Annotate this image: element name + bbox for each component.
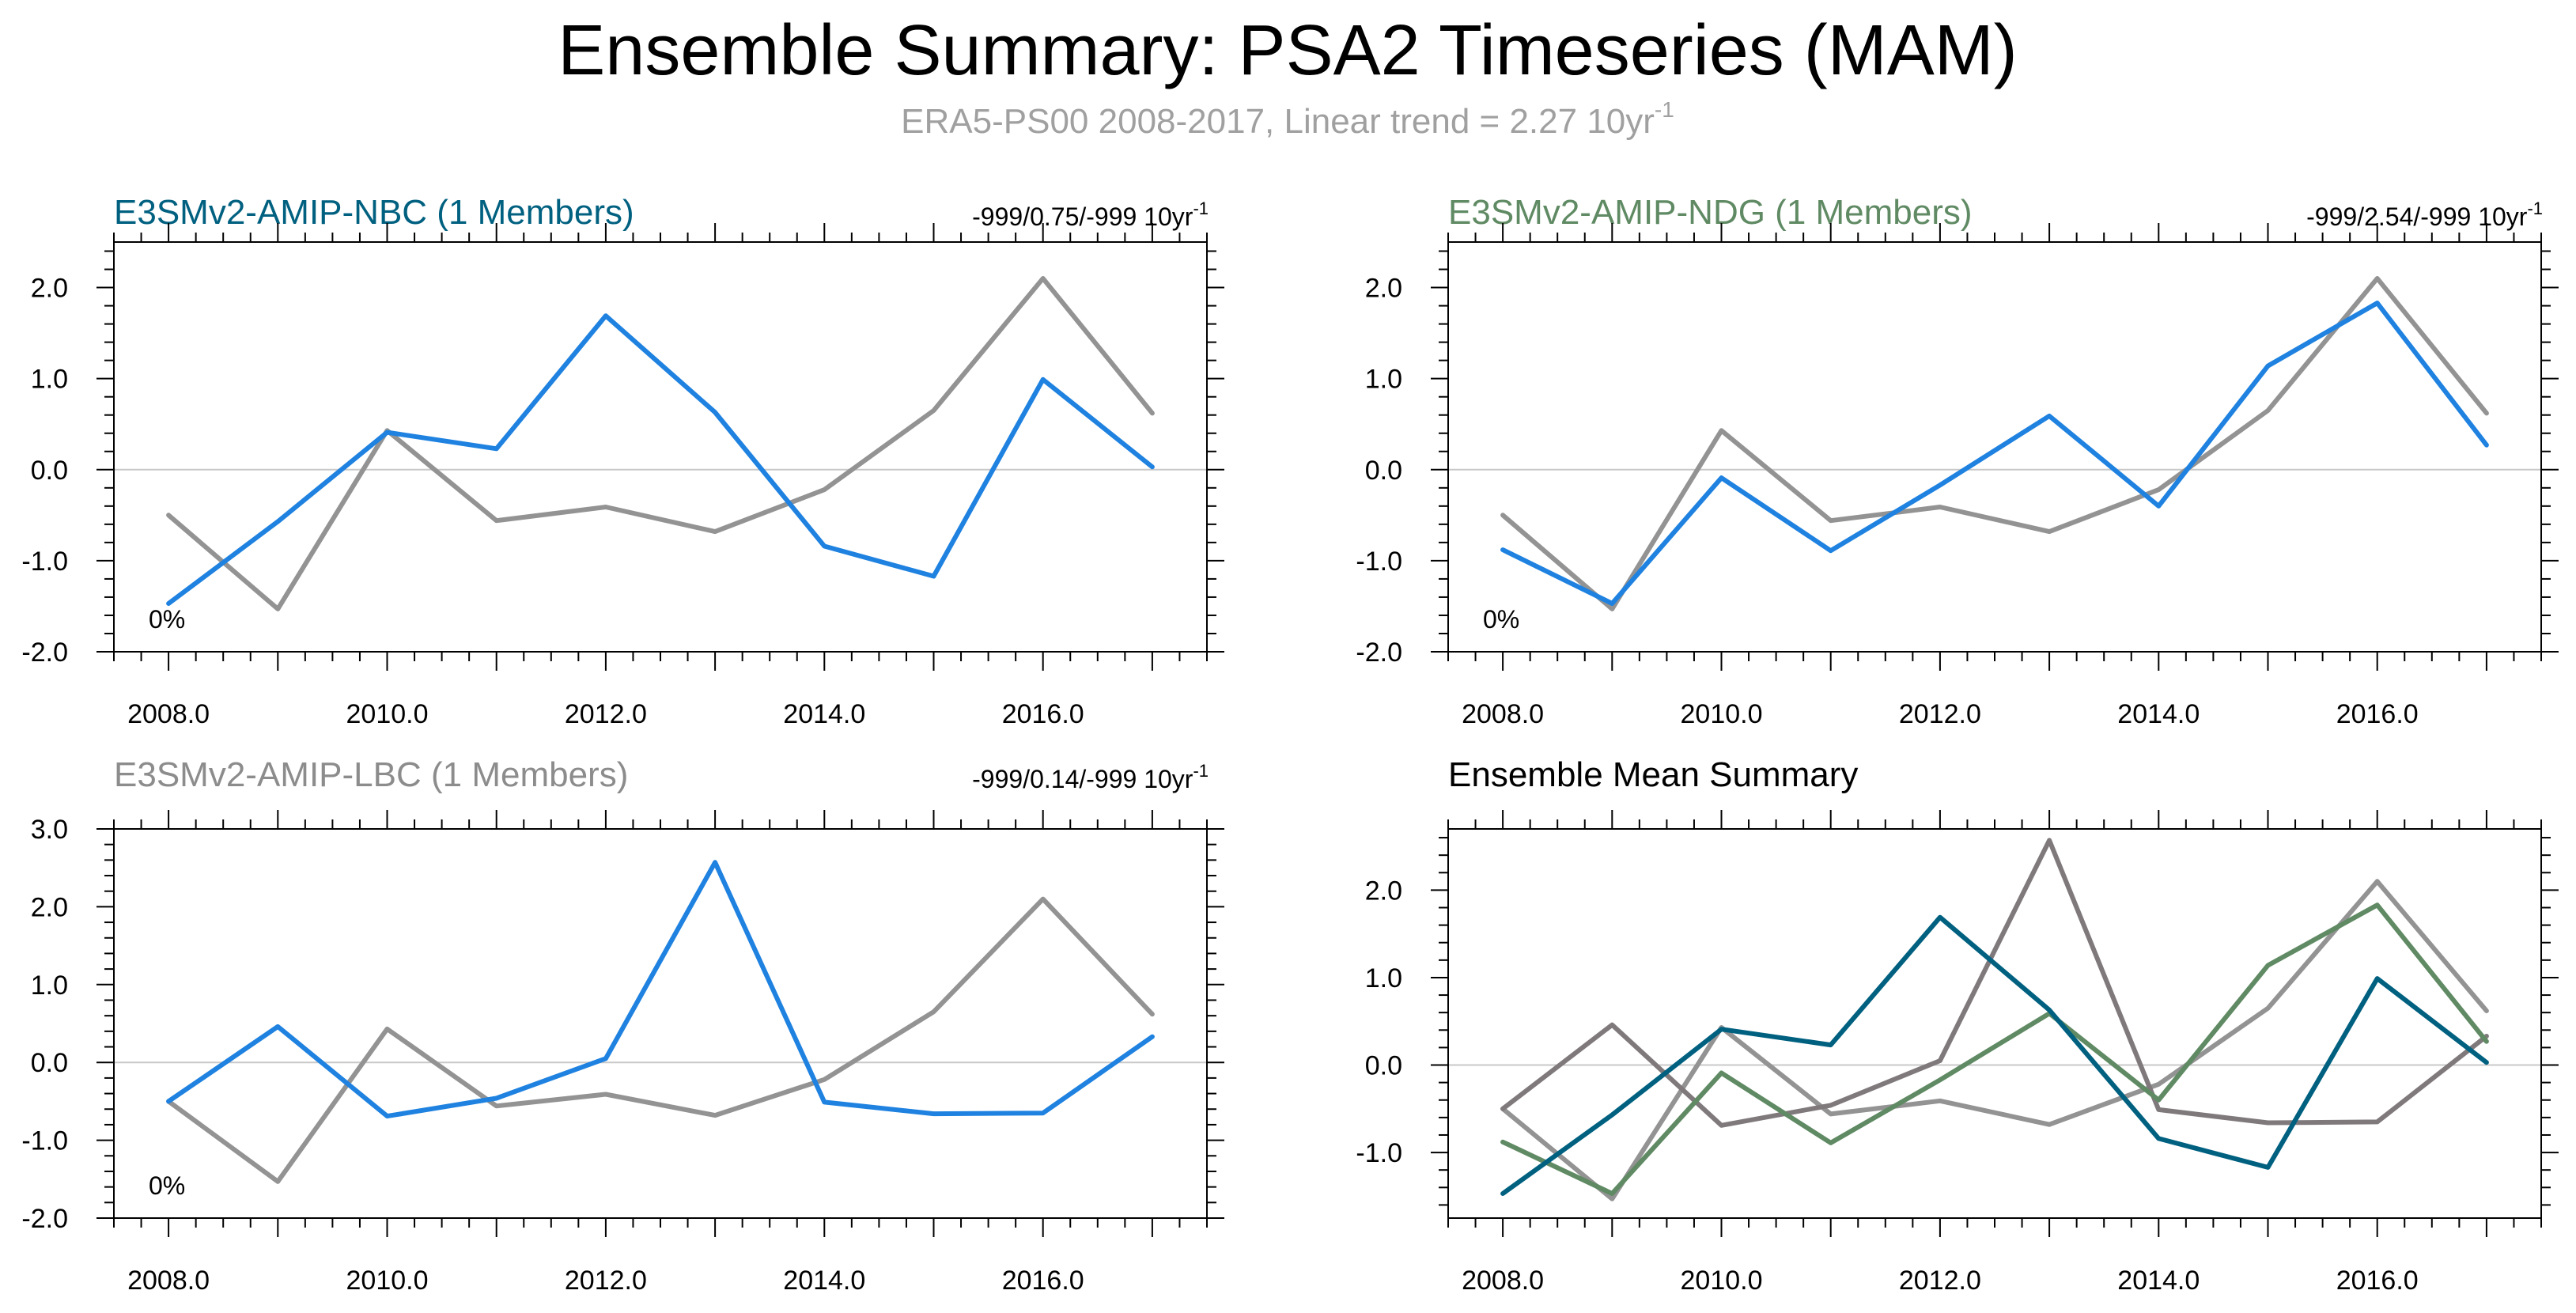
panel-mean-xtick-label: 2010.0 bbox=[1681, 1266, 1763, 1296]
panel-mean-ytick-label: -1.0 bbox=[1356, 1138, 1402, 1168]
panel-ndg-xtick-label: 2014.0 bbox=[2117, 699, 2200, 729]
panel-nbc-ytick-label: -1.0 bbox=[21, 547, 68, 577]
panel-lbc-ytick-label: 0.0 bbox=[31, 1048, 68, 1078]
panel-lbc-xtick-label: 2012.0 bbox=[565, 1266, 647, 1296]
panel-lbc-ytick-label: -1.0 bbox=[21, 1126, 68, 1156]
panel-nbc-series-0-line bbox=[166, 276, 1155, 611]
panel-ndg-xtick-label: 2008.0 bbox=[1462, 699, 1544, 729]
panels: E3SMv2-AMIP-NBC (1 Members) -999/0.75/-99… bbox=[21, 193, 2559, 1296]
panel-mean-xtick-label: 2016.0 bbox=[2336, 1266, 2419, 1296]
panel-lbc-series-0-line bbox=[166, 896, 1155, 1184]
panel-mean-series-3-line bbox=[1500, 914, 2489, 1196]
panel-ndg-ytick-label: 1.0 bbox=[1365, 365, 1402, 395]
panel-ndg-trend: -999/2.54/-999 10yr-1 bbox=[2306, 199, 2543, 231]
figure-title: Ensemble Summary: PSA2 Timeseries (MAM) bbox=[558, 11, 2017, 90]
panel-mean-series-1-line bbox=[1500, 838, 2489, 1128]
panel-lbc-percent-label: 0% bbox=[149, 1171, 185, 1200]
panel-mean-series-2-line bbox=[1500, 902, 2489, 1196]
panel-ndg-xtick-label: 2016.0 bbox=[2336, 699, 2419, 729]
panel-lbc-ytick-label: 1.0 bbox=[31, 971, 68, 1001]
panel-lbc-xtick-label: 2014.0 bbox=[783, 1266, 865, 1296]
panel-nbc-trend: -999/0.75/-999 10yr-1 bbox=[972, 199, 1209, 231]
panel-lbc-ytick-label: 3.0 bbox=[31, 815, 68, 845]
panel-lbc-trend: -999/0.14/-999 10yr-1 bbox=[972, 761, 1209, 793]
panel-lbc-trend-superscript: -1 bbox=[1193, 761, 1209, 781]
panel-nbc-series-1-line bbox=[166, 313, 1155, 606]
panel-mean-ytick-label: 0.0 bbox=[1365, 1051, 1402, 1081]
figure-subtitle-text: ERA5-PS00 2008-2017, Linear trend = 2.27… bbox=[901, 102, 1655, 141]
panel-nbc-ytick-label: 2.0 bbox=[31, 274, 68, 304]
panel-nbc-xtick-label: 2012.0 bbox=[565, 699, 647, 729]
panel-lbc: E3SMv2-AMIP-LBC (1 Members) -999/0.14/-99… bbox=[21, 755, 1224, 1296]
panel-ndg-xtick-label: 2012.0 bbox=[1899, 699, 1981, 729]
panel-mean-series-0-line bbox=[1500, 879, 2489, 1201]
panel-mean-title: Ensemble Mean Summary bbox=[1448, 755, 1858, 794]
panel-mean-xtick-label: 2008.0 bbox=[1462, 1266, 1544, 1296]
panel-ndg-ytick-label: -1.0 bbox=[1356, 547, 1402, 577]
panel-nbc-xtick-label: 2014.0 bbox=[783, 699, 865, 729]
panel-ndg-trend-superscript: -1 bbox=[2527, 199, 2543, 218]
panel-ndg-ytick-label: 2.0 bbox=[1365, 274, 1402, 304]
panel-lbc-ytick-label: 2.0 bbox=[31, 892, 68, 922]
figure-subtitle-superscript: -1 bbox=[1655, 97, 1674, 122]
panel-nbc-percent-label: 0% bbox=[149, 605, 185, 634]
panel-ndg-title: E3SMv2-AMIP-NDG (1 Members) bbox=[1448, 193, 1973, 232]
panel-nbc-ytick-label: 0.0 bbox=[31, 456, 68, 486]
panel-nbc: E3SMv2-AMIP-NBC (1 Members) -999/0.75/-99… bbox=[21, 193, 1224, 729]
panel-mean-xtick-label: 2012.0 bbox=[1899, 1266, 1981, 1296]
panel-lbc-frame bbox=[113, 828, 1208, 1219]
panel-nbc-trend-text: -999/0.75/-999 10yr bbox=[972, 202, 1193, 231]
panel-nbc-xtick-label: 2016.0 bbox=[1002, 699, 1084, 729]
panel-ndg-percent-label: 0% bbox=[1483, 605, 1519, 634]
panel-mean-xtick-label: 2014.0 bbox=[2117, 1266, 2200, 1296]
panel-lbc-title: E3SMv2-AMIP-LBC (1 Members) bbox=[114, 755, 628, 794]
panel-lbc-series-1-line bbox=[166, 860, 1155, 1119]
panel-lbc-xtick-label: 2010.0 bbox=[346, 1266, 429, 1296]
panel-nbc-title: E3SMv2-AMIP-NBC (1 Members) bbox=[114, 193, 634, 232]
panel-mean-ytick-label: 1.0 bbox=[1365, 963, 1402, 993]
panel-lbc-trend-text: -999/0.14/-999 10yr bbox=[972, 765, 1193, 793]
panel-nbc-ytick-label: 1.0 bbox=[31, 365, 68, 395]
panel-ndg-ytick-label: 0.0 bbox=[1365, 456, 1402, 486]
panel-ndg-series-1-line bbox=[1500, 301, 2489, 606]
panel-nbc-xtick-label: 2010.0 bbox=[346, 699, 429, 729]
panel-ndg-trend-text: -999/2.54/-999 10yr bbox=[2306, 202, 2528, 231]
panel-nbc-xtick-label: 2008.0 bbox=[127, 699, 210, 729]
figure-subtitle: ERA5-PS00 2008-2017, Linear trend = 2.27… bbox=[901, 97, 1674, 141]
panel-nbc-trend-superscript: -1 bbox=[1193, 199, 1209, 218]
panel-mean: Ensemble Mean Summary -1.0 0.0 1.0 2.0 2008.0… bbox=[1356, 755, 2559, 1296]
panel-mean-ytick-label: 2.0 bbox=[1365, 876, 1402, 906]
panel-ndg-series-0-line bbox=[1500, 276, 2489, 611]
panel-lbc-ytick-label: -2.0 bbox=[21, 1204, 68, 1234]
panel-lbc-xtick-label: 2008.0 bbox=[127, 1266, 210, 1296]
panel-lbc-xtick-label: 2016.0 bbox=[1002, 1266, 1084, 1296]
panel-nbc-ytick-label: -2.0 bbox=[21, 638, 68, 668]
panel-ndg-ytick-label: -2.0 bbox=[1356, 638, 1402, 668]
panel-ndg: E3SMv2-AMIP-NDG (1 Members) -999/2.54/-99… bbox=[1356, 193, 2559, 729]
panel-nbc-frame bbox=[113, 241, 1208, 653]
panel-ndg-xtick-label: 2010.0 bbox=[1681, 699, 1763, 729]
